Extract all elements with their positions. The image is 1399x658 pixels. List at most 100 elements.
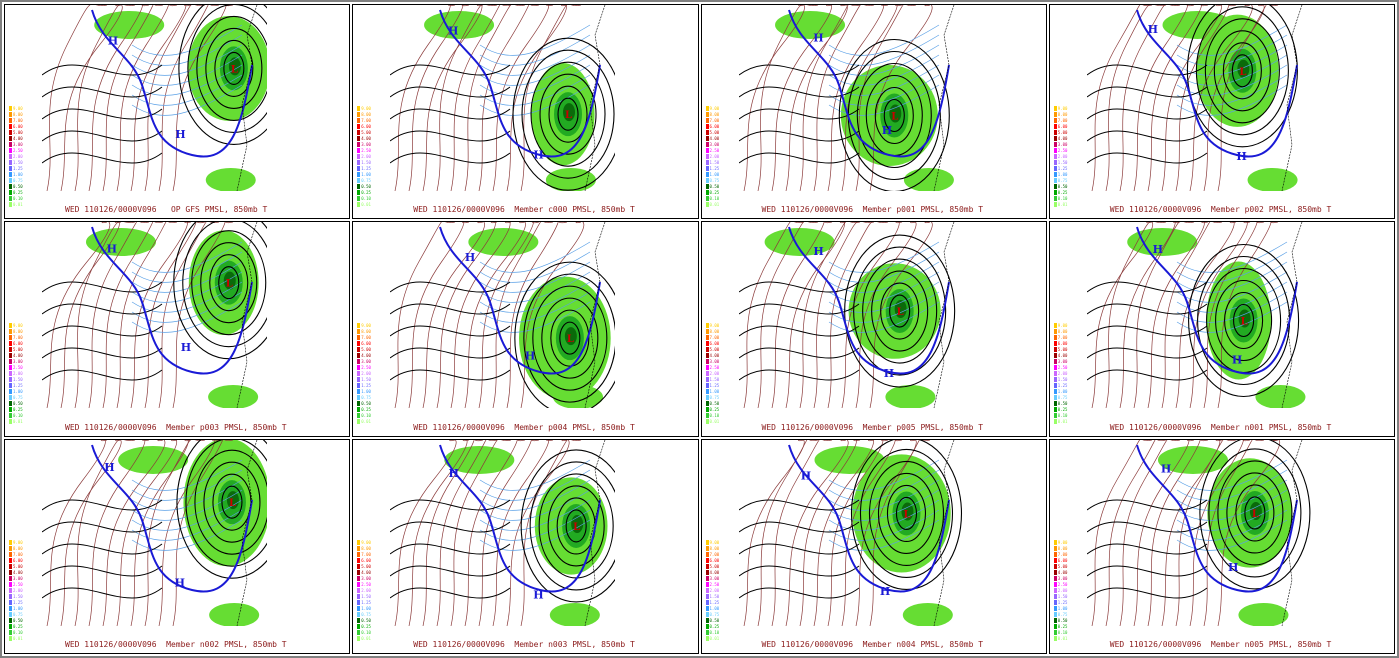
legend-label: 5.00 (1057, 564, 1068, 570)
legend-entry: 2.50 (9, 582, 23, 588)
legend-swatch (1053, 564, 1057, 570)
legend-swatch (9, 406, 12, 412)
legend-entry: 0.01 (1053, 201, 1068, 207)
panel-caption: WED 110126/0000V096 Member n002 PMSL, 85… (65, 639, 287, 649)
legend-label: 1.50 (361, 376, 371, 382)
legend-swatch (9, 558, 12, 564)
legend-entry: 4.00 (1053, 570, 1068, 576)
legend-label: 2.50 (13, 582, 23, 588)
legend-swatch (357, 636, 361, 642)
forecast-panel: 9.00 8.00 7.00 6.00 5.00 4.00 3.00 2.50 2.00 1.50… (1048, 221, 1395, 437)
legend-swatch (357, 370, 361, 376)
svg-text:L: L (1240, 317, 1247, 328)
forecast-panel: 9.00 8.00 7.00 6.00 5.00 4.00 3.00 2.50 2.00 1.50… (4, 221, 351, 437)
svg-text:L: L (1252, 509, 1259, 520)
legend-swatch (1053, 412, 1057, 418)
svg-text:L: L (573, 522, 580, 533)
legend-swatch (705, 612, 709, 618)
legend-entry: 7.00 (357, 117, 371, 123)
legend-entry: 8.00 (1053, 546, 1068, 552)
legend-entry: 2.50 (1053, 582, 1068, 588)
legend-entry: 4.00 (9, 352, 23, 358)
legend-swatch (9, 600, 12, 606)
legend-swatch (1053, 370, 1057, 376)
legend-entry: 3.00 (705, 141, 720, 147)
legend-entry: 4.00 (1053, 352, 1068, 358)
legend-swatch (705, 322, 709, 328)
legend-entry: 9.00 (357, 322, 371, 328)
legend-swatch (705, 117, 709, 123)
legend-swatch (705, 189, 709, 195)
legend-label: 0.01 (1057, 418, 1068, 424)
legend-swatch (705, 588, 709, 594)
weather-map: H H L (42, 439, 267, 626)
legend-label: 6.00 (361, 340, 371, 346)
legend-swatch (705, 153, 709, 159)
legend-entry: 1.00 (9, 388, 23, 394)
legend-swatch (357, 594, 361, 600)
legend-entry: 2.50 (357, 582, 371, 588)
legend-label: 2.50 (1057, 582, 1068, 588)
legend-entry: 0.01 (9, 201, 23, 207)
legend-entry: 0.10 (705, 630, 720, 636)
legend-entry: 8.00 (705, 328, 720, 334)
legend-entry: 6.00 (357, 123, 371, 129)
svg-text:H: H (104, 460, 114, 473)
legend-entry: 1.50 (9, 159, 23, 165)
panel-caption: WED 110126/0000V096 Member p005 PMSL, 85… (761, 422, 984, 432)
legend-swatch (1053, 394, 1057, 400)
legend-label: 9.00 (1057, 105, 1068, 111)
legend-swatch (9, 147, 12, 153)
weather-map: H H L (738, 222, 955, 409)
legend-swatch (1053, 570, 1057, 576)
legend-label: 0.01 (13, 418, 23, 424)
legend-label: 7.00 (709, 552, 720, 558)
legend-label: 7.00 (709, 117, 720, 123)
legend-entry: 0.25 (357, 189, 371, 195)
legend-swatch (357, 412, 361, 418)
legend-label: 7.00 (13, 334, 23, 340)
forecast-panel: 9.00 8.00 7.00 6.00 5.00 4.00 3.00 2.50 2.00 1.50… (1048, 4, 1395, 220)
legend-label: 0.75 (13, 177, 23, 183)
legend-label: 2.00 (13, 588, 23, 594)
legend-entry: 2.00 (1053, 153, 1068, 159)
legend-label: 5.00 (13, 129, 23, 135)
legend-entry: 8.00 (357, 546, 371, 552)
legend-label: 0.50 (1057, 400, 1068, 406)
legend-swatch (357, 153, 361, 159)
legend-label: 0.01 (361, 636, 371, 642)
precip-legend: 9.00 8.00 7.00 6.00 5.00 4.00 3.00 2.50 2.00 1.50… (9, 105, 23, 207)
legend-entry: 5.00 (705, 129, 720, 135)
weather-map: H H L (390, 439, 616, 626)
legend-label: 7.00 (1057, 552, 1068, 558)
legend-entry: 4.00 (705, 352, 720, 358)
legend-entry: 0.50 (357, 400, 371, 406)
legend-swatch (705, 606, 709, 612)
legend-entry: 1.50 (705, 376, 720, 382)
legend-entry: 7.00 (705, 117, 720, 123)
legend-swatch (9, 612, 12, 618)
legend-label: 0.50 (709, 400, 720, 406)
legend-entry: 6.00 (1053, 558, 1068, 564)
legend-swatch (357, 400, 361, 406)
legend-label: 6.00 (709, 340, 720, 346)
legend-swatch (357, 612, 361, 618)
legend-entry: 0.50 (705, 400, 720, 406)
precip-legend: 9.00 8.00 7.00 6.00 5.00 4.00 3.00 2.50 2.00 1.50… (705, 322, 720, 424)
precip-legend: 9.00 8.00 7.00 6.00 5.00 4.00 3.00 2.50 2.00 1.50… (357, 105, 371, 207)
legend-label: 0.50 (709, 618, 720, 624)
legend-label: 8.00 (13, 328, 23, 334)
legend-label: 0.75 (709, 394, 720, 400)
legend-label: 0.75 (361, 612, 371, 618)
legend-entry: 5.00 (705, 564, 720, 570)
legend-swatch (705, 382, 709, 388)
legend-entry: 0.25 (9, 406, 23, 412)
legend-label: 3.00 (709, 576, 720, 582)
legend-swatch (357, 328, 361, 334)
legend-entry: 6.00 (1053, 340, 1068, 346)
legend-swatch (1053, 340, 1057, 346)
legend-swatch (1053, 376, 1057, 382)
legend-label: 7.00 (13, 552, 23, 558)
legend-swatch (1053, 406, 1057, 412)
legend-swatch (1053, 201, 1057, 207)
